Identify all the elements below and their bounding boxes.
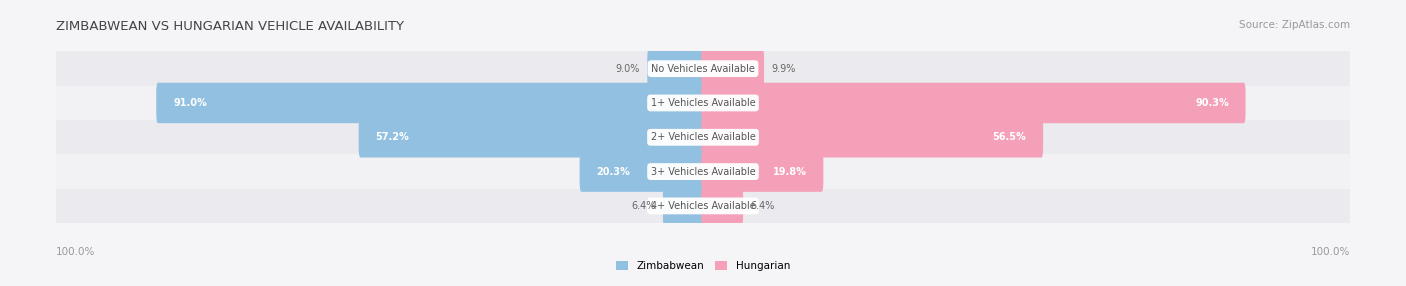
Text: 100.0%: 100.0% bbox=[1310, 247, 1350, 257]
FancyBboxPatch shape bbox=[702, 151, 824, 192]
Text: 3+ Vehicles Available: 3+ Vehicles Available bbox=[651, 167, 755, 176]
Text: 9.9%: 9.9% bbox=[772, 64, 796, 74]
Bar bbox=[56, 120, 1350, 154]
Text: 20.3%: 20.3% bbox=[596, 167, 630, 176]
FancyBboxPatch shape bbox=[702, 117, 1043, 158]
Bar bbox=[56, 154, 1350, 189]
Text: 90.3%: 90.3% bbox=[1195, 98, 1229, 108]
FancyBboxPatch shape bbox=[702, 186, 744, 226]
Text: 56.5%: 56.5% bbox=[993, 132, 1026, 142]
Bar bbox=[56, 189, 1350, 223]
FancyBboxPatch shape bbox=[662, 186, 704, 226]
FancyBboxPatch shape bbox=[579, 151, 704, 192]
Text: 2+ Vehicles Available: 2+ Vehicles Available bbox=[651, 132, 755, 142]
Legend: Zimbabwean, Hungarian: Zimbabwean, Hungarian bbox=[612, 257, 794, 275]
Text: Source: ZipAtlas.com: Source: ZipAtlas.com bbox=[1239, 20, 1350, 30]
Text: 6.4%: 6.4% bbox=[631, 201, 655, 211]
Text: ZIMBABWEAN VS HUNGARIAN VEHICLE AVAILABILITY: ZIMBABWEAN VS HUNGARIAN VEHICLE AVAILABI… bbox=[56, 20, 405, 33]
Text: 6.4%: 6.4% bbox=[751, 201, 775, 211]
Bar bbox=[56, 51, 1350, 86]
Bar bbox=[56, 86, 1350, 120]
FancyBboxPatch shape bbox=[702, 83, 1246, 123]
Text: 100.0%: 100.0% bbox=[56, 247, 96, 257]
FancyBboxPatch shape bbox=[156, 83, 704, 123]
Text: 19.8%: 19.8% bbox=[773, 167, 807, 176]
FancyBboxPatch shape bbox=[702, 48, 763, 89]
Text: 57.2%: 57.2% bbox=[375, 132, 409, 142]
FancyBboxPatch shape bbox=[359, 117, 704, 158]
Text: No Vehicles Available: No Vehicles Available bbox=[651, 64, 755, 74]
FancyBboxPatch shape bbox=[647, 48, 704, 89]
Text: 9.0%: 9.0% bbox=[616, 64, 640, 74]
Text: 1+ Vehicles Available: 1+ Vehicles Available bbox=[651, 98, 755, 108]
Text: 4+ Vehicles Available: 4+ Vehicles Available bbox=[651, 201, 755, 211]
Text: 91.0%: 91.0% bbox=[173, 98, 207, 108]
